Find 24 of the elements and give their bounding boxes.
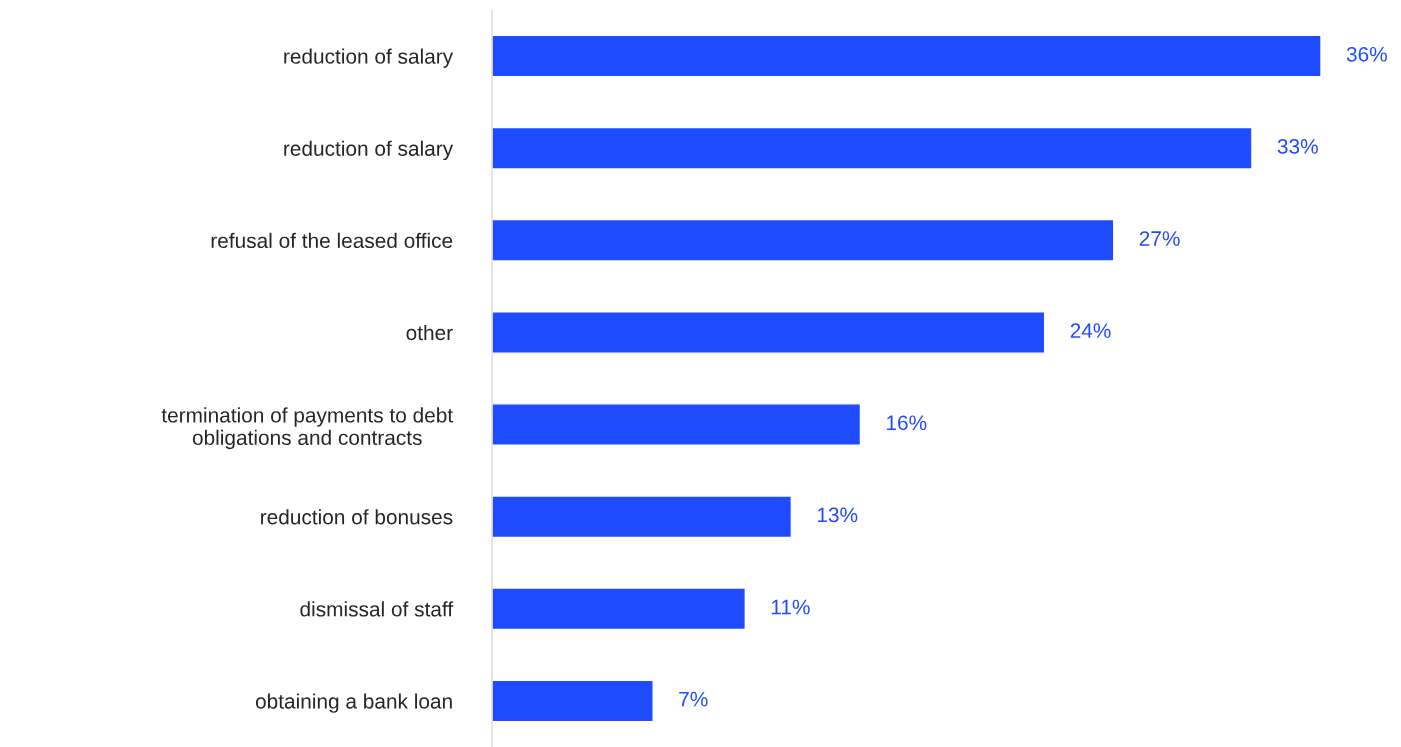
y-tick-label: dismissal of staff — [300, 601, 454, 617]
bar — [492, 587, 747, 631]
data-label: 11% — [771, 599, 810, 615]
data-label: 24% — [1070, 323, 1111, 338]
bar — [492, 679, 654, 723]
y-tick-label: reduction of salary — [284, 48, 454, 68]
y-tick-label: reduction of bonuses — [261, 509, 453, 525]
bar — [492, 495, 793, 539]
data-label: 7% — [679, 691, 708, 707]
bar — [492, 403, 862, 446]
y-tick-label: other — [406, 324, 453, 341]
bar — [492, 34, 1322, 78]
bar — [492, 311, 1046, 354]
bar — [492, 126, 1253, 170]
data-label: 16% — [887, 415, 927, 431]
bar — [492, 218, 1115, 262]
data-label: 36% — [1346, 46, 1387, 62]
data-label: 13% — [817, 507, 858, 523]
y-tick-label: refusal of the leased office — [211, 232, 453, 249]
y-tick-label: termination of payments to debt obligations and contracts — [161, 407, 453, 450]
data-label: 27% — [1139, 231, 1180, 246]
y-tick-label: reduction of salary — [284, 140, 454, 161]
data-label: 33% — [1277, 139, 1318, 154]
y-tick-label: obtaining a bank loan — [255, 693, 452, 713]
